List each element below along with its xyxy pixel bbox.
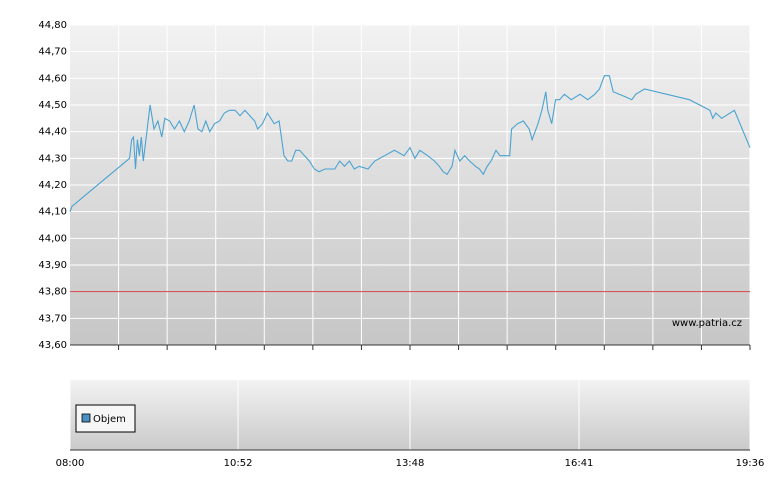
y-tick-label: 43,70	[38, 313, 67, 324]
x-tick-label: 16:41	[565, 458, 594, 469]
y-tick-label: 43,80	[38, 287, 67, 298]
x-tick-label: 19:36	[736, 458, 765, 469]
y-tick-label: 44,30	[38, 153, 67, 164]
y-tick-label: 44,10	[38, 207, 67, 218]
y-tick-label: 44,70	[38, 47, 67, 58]
y-tick-label: 44,20	[38, 180, 67, 191]
y-tick-label: 44,80	[38, 20, 67, 31]
x-tick-label: 10:52	[224, 458, 253, 469]
y-tick-label: 44,60	[38, 73, 67, 84]
y-tick-label: 44,00	[38, 233, 67, 244]
y-tick-label: 43,90	[38, 260, 67, 271]
x-tick-label: 13:48	[396, 458, 425, 469]
x-tick-label: 08:00	[56, 458, 85, 469]
price-line	[69, 75, 751, 212]
watermark: www.patria.cz	[672, 318, 742, 329]
y-tick-label: 44,40	[38, 127, 67, 138]
legend-swatch	[81, 413, 91, 423]
y-tick-label: 44,50	[38, 100, 67, 111]
legend-label: Objem	[93, 414, 126, 425]
y-tick-label: 43,60	[38, 340, 67, 351]
